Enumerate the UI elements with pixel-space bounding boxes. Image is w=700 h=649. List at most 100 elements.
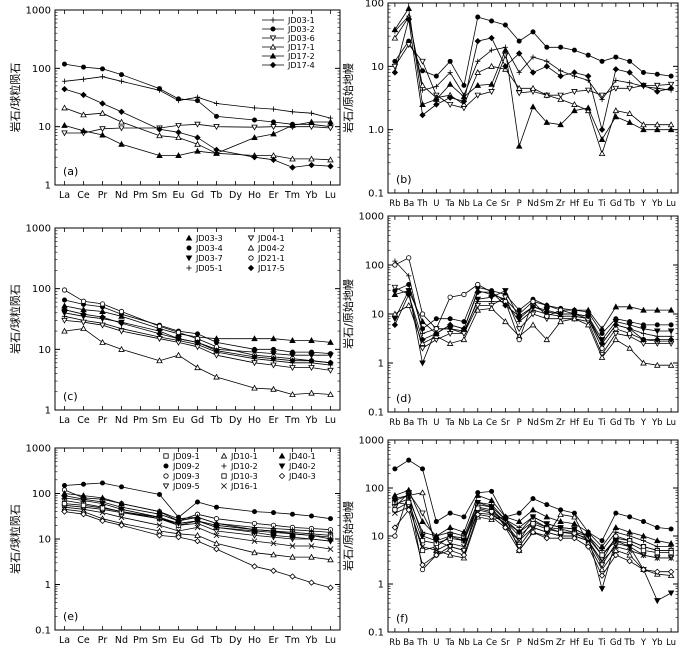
data-point-f-jd09-2-ce [489, 488, 495, 494]
data-point-f-jd40-3-la [474, 511, 481, 518]
data-point-d-jd04-2-tb [626, 344, 633, 351]
data-point-e-jd09-2-pr [100, 480, 106, 486]
data-point-c-jd03-4-tb [213, 339, 219, 345]
legend-marker-e-jd09-2 [163, 463, 169, 469]
data-point-c-jd03-3-pr [99, 308, 106, 315]
data-point-e-jd09-2-lu [327, 516, 333, 522]
data-point-f-jd40-3-ta [446, 547, 454, 554]
data-point-b-jd17-1-zr [557, 96, 564, 102]
legend-label-c-jd21-1: JD21-1 [257, 254, 285, 263]
panel-f-ytick-label: 0.1 [368, 628, 384, 639]
legend-label-a-jd03-2: JD03-2 [287, 25, 315, 34]
data-point-f-jd40-2-sm [543, 521, 551, 528]
panel-e-xtick-label-pm: Pm [133, 635, 148, 646]
data-point-e-jd09-2-tm [289, 511, 295, 517]
data-point-c-jd04-1-tm [289, 365, 296, 372]
data-point-c-jd17-5-ce [80, 310, 87, 318]
data-point-f-jd09-5-ti [598, 562, 606, 569]
data-point-d-jd04-2-la [474, 306, 482, 313]
series-f-jd40-1 [391, 486, 675, 550]
panel-d-xtick-label-ti: Ti [597, 418, 605, 428]
data-point-f-jd09-2-rb [392, 466, 398, 472]
data-point-f-jd40-1-p [515, 518, 523, 525]
data-point-e-jd10-1-tb [213, 539, 220, 546]
data-point-b-jd17-2-ba [405, 5, 412, 11]
data-point-d-jd03-7-y [640, 326, 647, 333]
data-point-d-jd04-2-gd [612, 336, 620, 343]
data-point-b-jd03-2-la [475, 14, 481, 20]
data-point-d-jd04-2-lu [667, 361, 675, 368]
legend-label-c-jd03-4: JD03-4 [195, 244, 223, 253]
data-point-b-jd17-2-ce [488, 80, 495, 87]
data-point-d-jd17-5-ce [488, 288, 495, 296]
panel-c-xtick-label-yb: Yb [305, 415, 318, 426]
data-point-c-jd17-5-tb [213, 347, 220, 354]
data-point-e-jd40-2-lu [327, 538, 334, 545]
data-point-b-jd17-2-gd [612, 113, 620, 120]
data-point-f-jd40-2-lu [667, 590, 675, 597]
data-point-c-jd03-3-er [270, 335, 277, 342]
data-point-e-jd40-3-tb [213, 545, 220, 553]
data-point-a-jd17-2-eu [175, 152, 182, 159]
legend-label-c-jd04-2: JD04-2 [257, 244, 285, 253]
data-point-d-jd04-1-p [515, 326, 523, 333]
data-point-d-jd17-5-u [433, 330, 440, 337]
panel-c-xtick-label-gd: Gd [191, 415, 204, 426]
data-point-f-jd16-1-sm [543, 529, 550, 536]
data-point-a-jd17-2-lu [327, 118, 334, 125]
panel-c-xtick-label-ho: Ho [248, 415, 261, 426]
data-point-d-jd21-1-ta [447, 294, 453, 300]
panel-e-ytick-label: 10 [38, 535, 51, 546]
panel-d-xtick-label-y: Y [640, 418, 647, 428]
data-point-d-jd04-2-y [640, 359, 647, 366]
data-point-a-jd17-4-lu [327, 163, 334, 170]
panel-b-xtick-label-sr: Sr [501, 199, 510, 209]
data-point-b-jd03-2-u [433, 73, 439, 79]
panel-b-xtick-label-y: Y [640, 199, 647, 209]
data-point-b-jd17-2-rb [391, 26, 399, 33]
data-point-f-jd40-2-nb [460, 538, 468, 545]
data-point-c-jd17-5-ho [251, 353, 258, 361]
data-point-b-jd03-1-tb [627, 80, 633, 86]
data-point-f-jd40-2-th [419, 533, 426, 540]
legend-marker-a-jd17-4 [269, 61, 277, 69]
panel-c-xtick-label-tb: Tb [210, 415, 223, 426]
data-point-b-jd03-6-ta [446, 101, 454, 108]
data-point-f-jd40-3-th [419, 561, 426, 569]
data-point-f-jd40-3-eu [585, 543, 592, 550]
panel-b-xtick-label-u: U [433, 199, 439, 209]
panel-c-ytick-label: 10 [38, 345, 51, 356]
data-point-d-jd03-7-ti [598, 337, 606, 344]
data-point-b-jd03-6-ti [598, 92, 606, 99]
legend-marker-e-jd09-1 [163, 453, 169, 459]
panel-e-xtick-label-tm: Tm [284, 635, 300, 646]
data-point-f-jd16-1-gd [612, 543, 619, 550]
data-point-d-jd03-4-p [516, 307, 522, 313]
data-point-f-jd40-2-tb [626, 544, 633, 551]
data-point-f-jd40-1-la [474, 492, 482, 498]
panel-a-ytick-label: 1 [45, 181, 51, 192]
data-point-c-jd04-2-gd [194, 364, 201, 371]
panel-c-xtick-label-tm: Tm [284, 415, 300, 426]
data-point-b-jd03-1-sm [544, 58, 550, 64]
data-point-f-jd09-5-th [419, 510, 426, 517]
data-point-a-jd03-2-er [270, 119, 276, 125]
data-point-c-jd03-7-tm [289, 352, 296, 359]
data-point-b-jd17-2-ti [598, 136, 606, 142]
data-point-a-jd17-1-pr [99, 109, 106, 116]
panel-d-xtick-label-hf: Hf [570, 418, 580, 428]
data-point-c-jd21-1-eu [175, 329, 182, 336]
data-point-c-jd04-1-yb [308, 365, 315, 372]
panel-f-xtick-label-ti: Ti [597, 638, 605, 648]
panel-f-ytick-label: 100 [365, 484, 384, 495]
data-point-f-jd40-3-ti [598, 572, 606, 579]
data-point-b-jd17-2-la [474, 81, 482, 88]
data-point-d-jd04-2-hf [571, 315, 578, 322]
legend-marker-e-jd09-5 [162, 483, 170, 490]
data-point-a-jd17-4-tm [289, 164, 296, 171]
data-point-c-jd04-2-eu [175, 351, 182, 358]
panel-a-xtick-label-gd: Gd [191, 190, 204, 201]
data-point-e-jd40-2-gd [194, 518, 201, 525]
data-point-a-jd17-2-nd [118, 140, 125, 147]
